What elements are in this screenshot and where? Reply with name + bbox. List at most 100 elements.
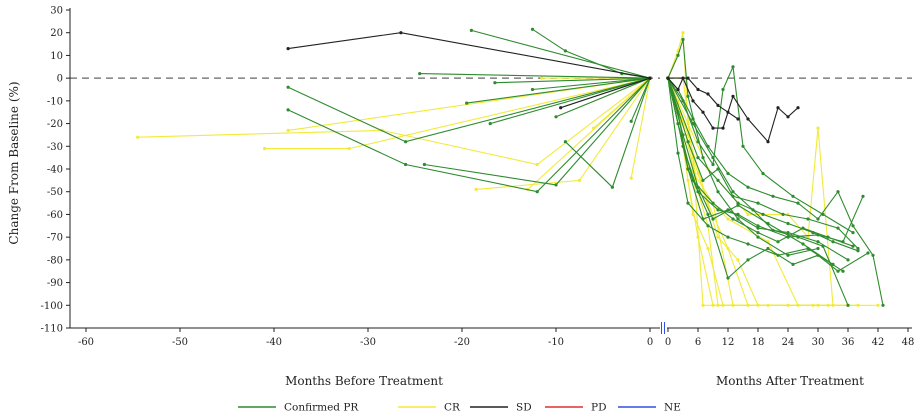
- after-data-point: [851, 244, 855, 248]
- after-data-point: [801, 242, 805, 246]
- after-data-point: [791, 194, 795, 198]
- after-data-point: [816, 126, 820, 130]
- legend-item: CR: [398, 402, 461, 414]
- before-data-point: [493, 81, 497, 85]
- before-data-point: [530, 87, 535, 92]
- after-data-point: [776, 106, 780, 110]
- after-data-point: [676, 151, 680, 155]
- before-series-line: [466, 77, 651, 104]
- after-data-point: [676, 53, 680, 58]
- after-data-point: [691, 178, 695, 182]
- after-data-point: [796, 303, 800, 307]
- after-data-point: [726, 276, 730, 280]
- x-tick-label-before: -10: [548, 337, 564, 348]
- before-data-point: [286, 85, 290, 89]
- before-data-point: [488, 122, 492, 126]
- after-data-point: [851, 231, 855, 235]
- after-data-point: [686, 94, 690, 98]
- after-data-point: [761, 212, 765, 216]
- before-series-line: [630, 77, 651, 122]
- after-data-point: [731, 65, 735, 69]
- legend: Confirmed PR CR SD PD NE: [238, 402, 681, 414]
- after-data-point: [746, 258, 750, 262]
- after-data-point: [696, 156, 700, 160]
- after-series-line: [667, 77, 854, 247]
- after-data-point: [711, 156, 715, 160]
- after-data-point: [766, 140, 770, 144]
- y-tick-label: -70: [47, 233, 63, 244]
- after-data-point: [736, 217, 740, 221]
- before-data-point: [577, 178, 582, 182]
- before-series-line: [532, 77, 651, 91]
- after-data-point: [806, 217, 810, 221]
- after-data-point: [746, 242, 750, 246]
- after-data-point: [816, 246, 820, 251]
- legend-item: PD: [545, 402, 606, 414]
- after-data-point: [816, 303, 820, 307]
- after-data-point: [736, 201, 740, 205]
- after-data-point: [701, 156, 705, 160]
- after-data-point: [731, 190, 735, 194]
- after-data-point: [716, 190, 720, 194]
- before-data-point: [540, 76, 544, 80]
- legend-label: CR: [444, 402, 461, 414]
- after-data-point: [836, 226, 840, 230]
- after-data-point: [756, 201, 760, 205]
- x-tick-label-before: -20: [454, 337, 470, 348]
- y-tick-label: -60: [47, 210, 63, 221]
- y-tick-label: 20: [50, 28, 63, 39]
- after-data-point: [756, 224, 760, 228]
- after-data-point: [716, 103, 720, 107]
- before-series-line: [532, 28, 651, 79]
- after-data-point: [736, 203, 740, 207]
- before-data-point: [610, 185, 615, 189]
- after-data-point: [796, 201, 800, 205]
- legend-item: Confirmed PR: [238, 402, 359, 414]
- after-data-point: [721, 87, 725, 92]
- after-data-point: [706, 212, 710, 216]
- y-tick-label: -50: [47, 187, 63, 198]
- after-data-point: [811, 303, 815, 307]
- before-data-point: [559, 106, 563, 110]
- after-data-point: [701, 110, 705, 114]
- after-data-point: [676, 87, 680, 92]
- x-tick-label-after: 24: [782, 337, 795, 348]
- after-data-point: [781, 212, 785, 216]
- after-data-point: [696, 235, 700, 239]
- after-data-point: [796, 106, 800, 110]
- after-data-point: [691, 99, 695, 103]
- after-data-point: [711, 126, 715, 130]
- legend-label: PD: [591, 402, 606, 414]
- after-data-point: [836, 269, 840, 273]
- after-data-point: [731, 217, 735, 221]
- after-data-point: [771, 194, 775, 198]
- after-data-point: [816, 253, 820, 257]
- before-series-line: [288, 32, 651, 79]
- y-tick-label: 10: [50, 51, 63, 62]
- after-series-line: [667, 77, 859, 249]
- before-series-line: [264, 77, 651, 150]
- after-data-point: [791, 262, 795, 266]
- y-tick-label: -40: [47, 165, 63, 176]
- before-data-point: [530, 27, 535, 31]
- after-data-point: [856, 303, 860, 307]
- x-tick-label-after: 36: [842, 337, 855, 348]
- before-series-line: [419, 73, 651, 79]
- after-data-point: [681, 133, 685, 137]
- axes-layer: 3020100-10-20-30-40-50-60-70-80-90-100-1…: [41, 6, 915, 349]
- after-data-point: [846, 258, 850, 262]
- after-data-point: [711, 217, 715, 221]
- after-data-point: [706, 144, 710, 148]
- after-data-point: [711, 201, 715, 205]
- before-data-point: [418, 72, 422, 76]
- after-data-point: [711, 303, 715, 307]
- after-data-point: [691, 122, 695, 126]
- before-data-point: [465, 101, 469, 105]
- legend-item: SD: [470, 402, 532, 414]
- after-data-point: [831, 303, 835, 307]
- after-data-point: [786, 231, 790, 235]
- x-axis-label-after: Months After Treatment: [716, 374, 864, 388]
- after-data-point: [831, 240, 835, 244]
- x-tick-label-after: 12: [722, 337, 735, 348]
- x-tick-label-before: -60: [78, 337, 94, 348]
